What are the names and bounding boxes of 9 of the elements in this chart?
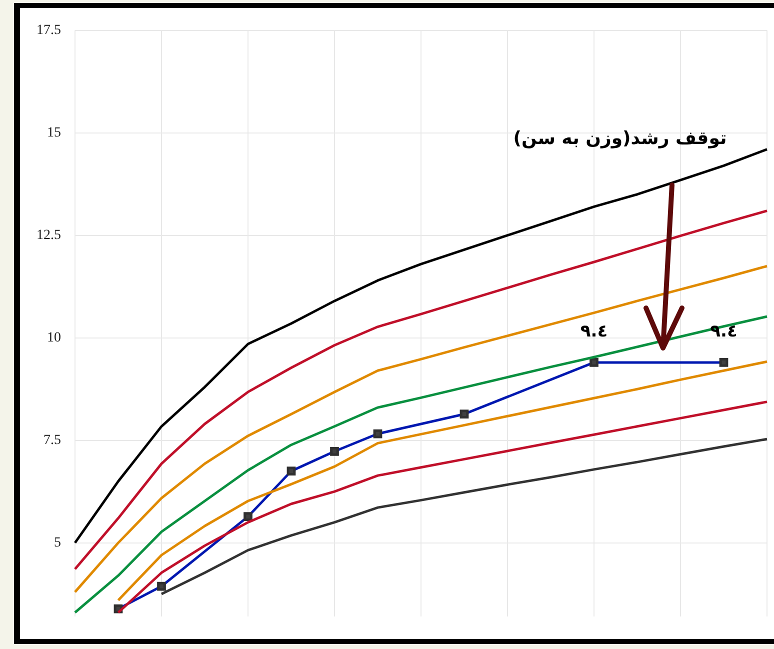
data-label: ٩.٤ (710, 321, 738, 342)
annotation: توقف رشد(وزن به سن) (512, 128, 728, 149)
y-tick-label: 5 (54, 535, 61, 550)
y-tick-label: 15 (47, 126, 61, 141)
y-tick-label: 17.5 (36, 23, 61, 38)
data-label: ٩.٤ (580, 321, 608, 342)
y-tick-label: 7.5 (44, 433, 61, 448)
y-tick-label: 12.5 (36, 228, 61, 244)
y-tick-label: 10 (47, 330, 61, 346)
